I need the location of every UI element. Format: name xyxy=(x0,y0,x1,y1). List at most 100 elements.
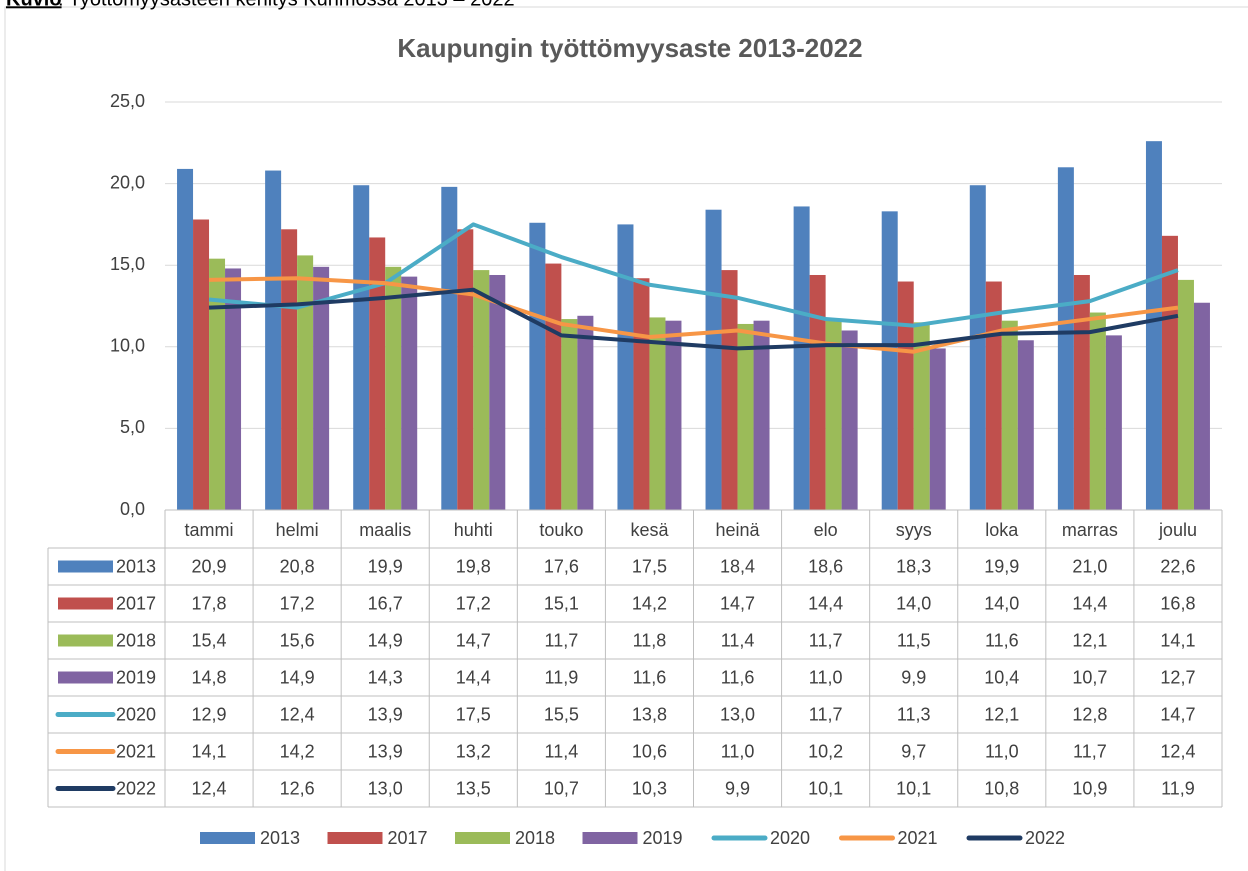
table-row-label: 2020 xyxy=(116,704,156,724)
x-tick-label: huhti xyxy=(454,520,493,540)
table-cell: 19,9 xyxy=(984,556,1019,576)
bar xyxy=(529,222,546,510)
table-cell: 11,0 xyxy=(985,741,1019,761)
table-cell: 15,5 xyxy=(544,704,579,724)
bar xyxy=(577,315,594,510)
table-cell: 11,6 xyxy=(721,667,755,687)
table-cell: 11,0 xyxy=(809,667,843,687)
legend-label: 2019 xyxy=(643,828,683,848)
table-cell: 11,0 xyxy=(721,741,755,761)
legend-key xyxy=(58,634,113,647)
table-cell: 14,9 xyxy=(280,667,315,687)
table-cell: 11,5 xyxy=(897,630,931,650)
x-tick-label: syys xyxy=(896,520,932,540)
bar xyxy=(1193,302,1210,510)
table-cell: 17,8 xyxy=(192,593,227,613)
table-cell: 14,4 xyxy=(1072,593,1107,613)
x-tick-label: kesä xyxy=(630,520,669,540)
table-cell: 10,2 xyxy=(808,741,843,761)
table-cell: 15,4 xyxy=(192,630,227,650)
x-tick-label: marras xyxy=(1062,520,1118,540)
legend-key xyxy=(58,560,113,573)
table-cell: 22,6 xyxy=(1160,556,1195,576)
table-cell: 10,1 xyxy=(808,778,843,798)
table-cell: 20,8 xyxy=(280,556,315,576)
table-row-label: 2013 xyxy=(116,556,156,576)
bar xyxy=(473,270,490,510)
table-cell: 18,6 xyxy=(808,556,843,576)
x-tick-label: maalis xyxy=(359,520,411,540)
table-cell: 9,9 xyxy=(901,667,926,687)
table-cell: 14,7 xyxy=(1160,704,1195,724)
table-cell: 10,1 xyxy=(896,778,931,798)
bar xyxy=(985,281,1002,510)
bar xyxy=(1017,340,1034,510)
y-tick-label: 0,0 xyxy=(120,499,145,519)
bar xyxy=(225,268,242,510)
legend-key xyxy=(327,832,383,844)
table-cell: 13,8 xyxy=(632,704,667,724)
caption-text: : Työttömyysasteen kehitys Kuhmossa 2013… xyxy=(58,0,515,10)
table-cell: 19,9 xyxy=(368,556,403,576)
bar xyxy=(561,319,578,510)
table-cell: 10,7 xyxy=(1072,667,1107,687)
legend-label: 2021 xyxy=(898,828,938,848)
legend-key xyxy=(582,832,638,844)
table-cell: 9,9 xyxy=(725,778,750,798)
table-row-label: 2018 xyxy=(116,630,156,650)
bar xyxy=(265,170,282,510)
table-cell: 14,8 xyxy=(192,667,227,687)
legend-label: 2017 xyxy=(388,828,428,848)
bar xyxy=(441,186,458,510)
x-tick-label: loka xyxy=(985,520,1019,540)
x-tick-label: touko xyxy=(539,520,583,540)
legend-key xyxy=(58,597,113,610)
x-tick-label: heinä xyxy=(716,520,761,540)
bar xyxy=(1105,335,1122,510)
table-cell: 18,4 xyxy=(720,556,755,576)
table-cell: 12,1 xyxy=(984,704,1019,724)
table-row-label: 2017 xyxy=(116,593,156,613)
table-cell: 11,7 xyxy=(1073,741,1107,761)
bar xyxy=(913,322,930,510)
table-cell: 14,7 xyxy=(720,593,755,613)
table-cell: 10,6 xyxy=(632,741,667,761)
bar xyxy=(721,270,738,510)
table-cell: 13,9 xyxy=(368,704,403,724)
bar xyxy=(313,266,330,510)
table-cell: 11,3 xyxy=(897,704,931,724)
bar xyxy=(705,209,722,510)
table-cell: 12,4 xyxy=(192,778,227,798)
y-tick-label: 25,0 xyxy=(110,91,145,111)
x-tick-label: joulu xyxy=(1158,520,1197,540)
legend-label: 2020 xyxy=(770,828,810,848)
table-cell: 11,6 xyxy=(985,630,1019,650)
bar xyxy=(633,278,650,510)
bar xyxy=(969,185,986,510)
bar xyxy=(401,276,418,510)
bar xyxy=(649,317,666,510)
table-cell: 12,6 xyxy=(280,778,315,798)
table-cell: 13,2 xyxy=(456,741,491,761)
table-cell: 11,7 xyxy=(545,630,579,650)
table-cell: 10,8 xyxy=(984,778,1019,798)
legend-label: 2022 xyxy=(1025,828,1065,848)
table-cell: 11,7 xyxy=(809,630,843,650)
bar xyxy=(353,185,370,510)
table-cell: 9,7 xyxy=(901,741,926,761)
table-cell: 10,4 xyxy=(984,667,1019,687)
table-cell: 12,4 xyxy=(280,704,315,724)
table-cell: 14,4 xyxy=(456,667,491,687)
bar xyxy=(753,320,770,510)
table-cell: 11,9 xyxy=(545,667,579,687)
table-row-label: 2021 xyxy=(116,741,156,761)
table-cell: 10,7 xyxy=(544,778,579,798)
table-cell: 12,9 xyxy=(192,704,227,724)
table-cell: 14,4 xyxy=(808,593,843,613)
table-cell: 17,2 xyxy=(456,593,491,613)
table-cell: 11,6 xyxy=(633,667,667,687)
line xyxy=(208,287,1179,351)
x-tick-label: elo xyxy=(814,520,838,540)
